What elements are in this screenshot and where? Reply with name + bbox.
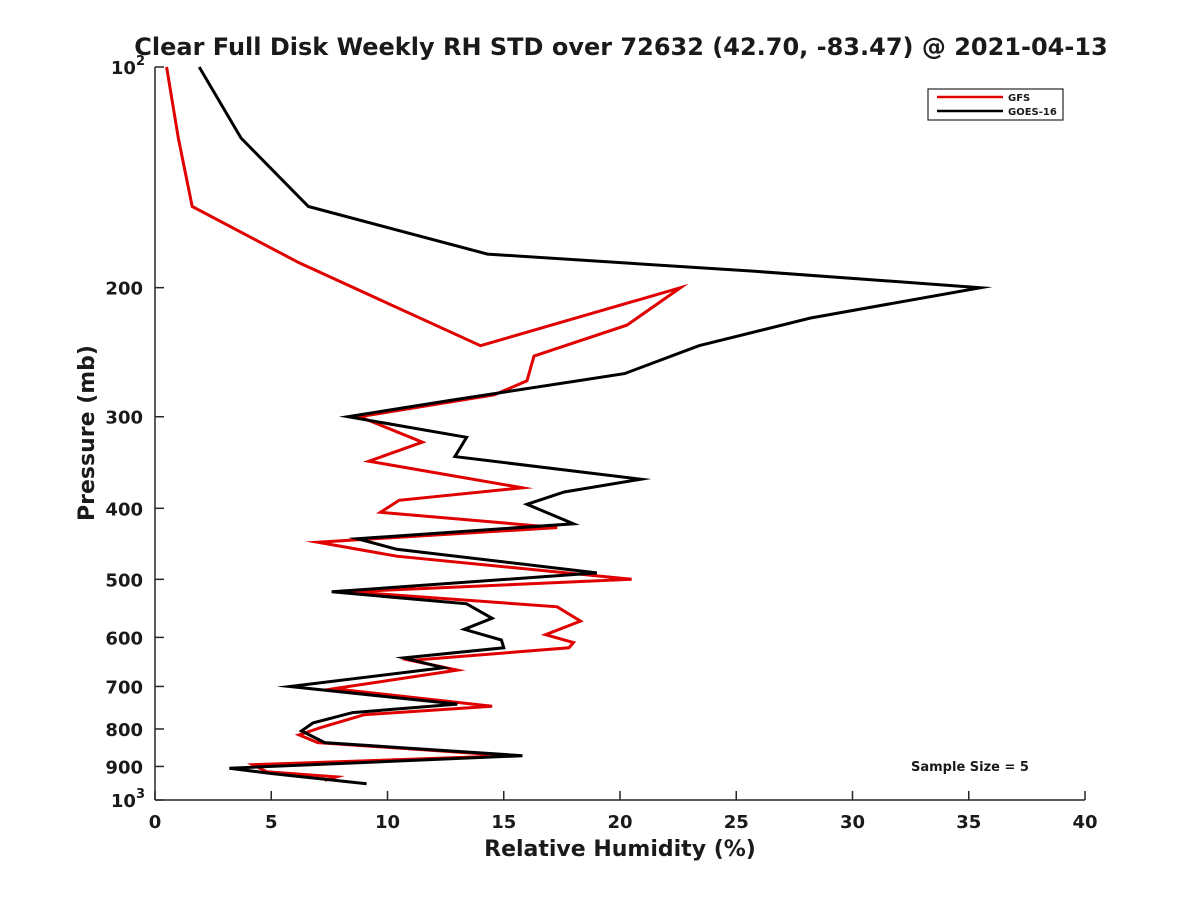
sample-size-annotation: Sample Size = 5 [911,760,1029,775]
y-tick-label: 500 [105,570,143,591]
x-tick-label: 5 [265,812,278,833]
y-tick-label: 200 [105,279,143,300]
x-tick-label: 20 [607,812,632,833]
legend: GFS GOES-16 [927,88,1064,121]
x-tick-label: 35 [956,812,981,833]
y-tick-label: 900 [105,757,143,778]
legend-label-gfs: GFS [1008,93,1030,104]
x-tick-label: 30 [840,812,865,833]
y-tick-label: 300 [105,408,143,429]
y-tick-label-exponent: 3 [136,787,145,802]
series-line-goes16 [197,66,993,786]
y-tick-label: 400 [105,499,143,520]
y-tick-label-base: 10 [111,791,136,812]
chart-title: Clear Full Disk Weekly RH STD over 72632… [134,33,1107,61]
x-axis-label: Relative Humidity (%) [484,837,756,862]
y-axis-label: Pressure (mb) [75,345,100,521]
legend-box [927,88,1064,121]
x-tick-label: 25 [724,812,749,833]
y-tick-label-base: 10 [111,58,136,79]
x-tick-label: 40 [1072,812,1097,833]
y-tick-label: 600 [105,628,143,649]
x-tick-label: 10 [375,812,400,833]
x-tick-label: 15 [491,812,516,833]
series-line-gfs [165,66,689,782]
y-tick-label-exponent: 2 [136,54,145,69]
plot-area: 0 5 10 15 20 25 30 35 40 10220030040050060070080… [105,54,1097,833]
y-tick-label: 103 [111,787,145,812]
series-lines [165,66,993,786]
y-tick-label: 700 [105,677,143,698]
x-tick-label: 0 [149,812,162,833]
legend-label-goes16: GOES-16 [1008,107,1057,118]
y-tick-label: 800 [105,720,143,741]
x-ticks: 0 5 10 15 20 25 30 35 40 [149,791,1098,833]
y-tick-label: 102 [111,54,145,79]
